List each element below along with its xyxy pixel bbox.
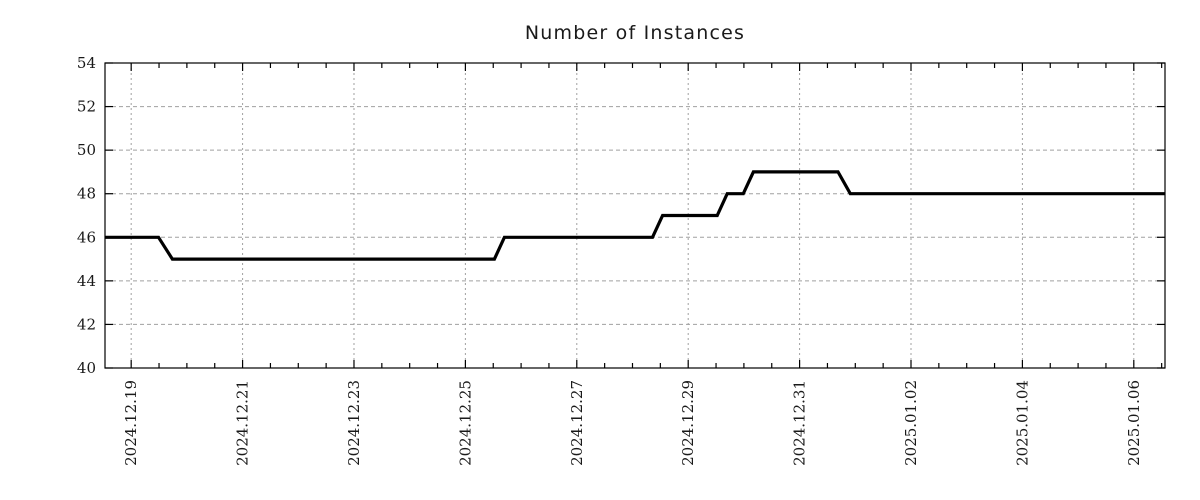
- x-tick-label: 2025.01.04: [1013, 380, 1031, 466]
- chart-title: Number of Instances: [525, 22, 745, 44]
- axes-and-ticks: [104, 62, 1166, 369]
- x-tick-label: 2024.12.29: [679, 380, 697, 466]
- y-tick-label: 50: [77, 141, 96, 159]
- y-tick-label: 44: [77, 272, 96, 290]
- series-line-group: [105, 170, 1165, 261]
- tick-labels: 40 42 44 46 48 50 52 54 2024.12.19 2024.12.21 2024…: [77, 54, 1143, 466]
- y-tick-label: 40: [77, 359, 96, 377]
- y-tick-label: 52: [77, 98, 96, 116]
- y-tick-label: 54: [77, 54, 96, 72]
- x-tick-label: 2024.12.25: [456, 380, 474, 466]
- x-tick-label: 2024.12.23: [345, 380, 363, 466]
- plot-border: [104, 62, 1166, 369]
- x-tick-label: 2024.12.21: [234, 380, 252, 466]
- x-tick-label: 2024.12.27: [568, 380, 586, 466]
- y-tick-label: 46: [77, 228, 96, 246]
- x-tick-label: 2025.01.02: [902, 380, 920, 466]
- x-tick-label: 2025.01.06: [1125, 380, 1143, 466]
- x-tick-label: 2024.12.19: [122, 380, 140, 466]
- y-tick-label: 48: [77, 185, 96, 203]
- series-line: [105, 170, 1165, 261]
- y-tick-label: 42: [77, 315, 96, 333]
- x-tick-label: 2024.12.31: [791, 380, 809, 466]
